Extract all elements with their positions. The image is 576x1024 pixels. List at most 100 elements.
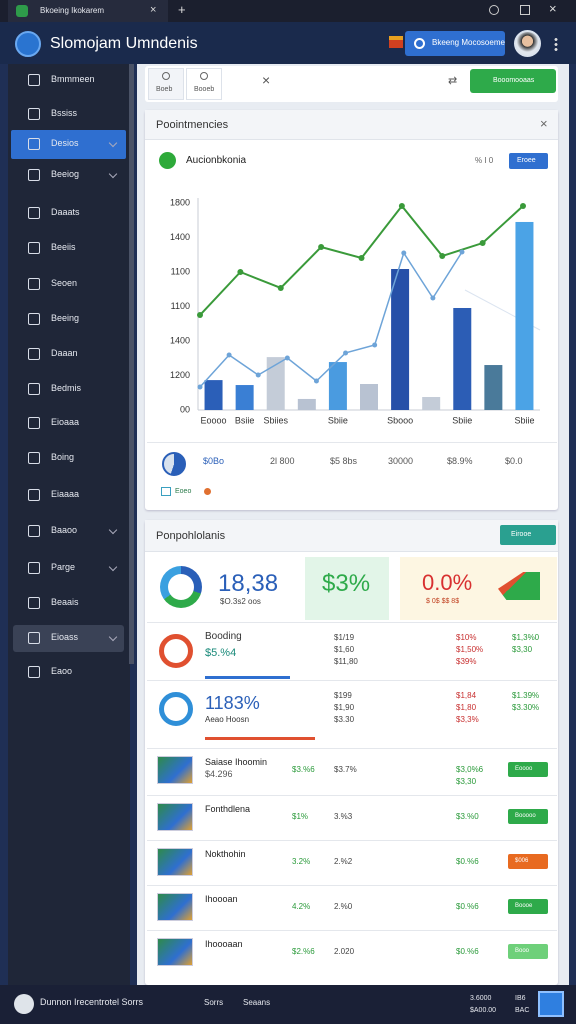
row-cell: $11,80	[334, 657, 358, 666]
tab	[8, 0, 168, 22]
footer-value: IB6	[515, 995, 526, 1002]
row-cell: $199	[334, 691, 352, 700]
toolbar-share[interactable]: ⇄	[448, 75, 458, 87]
close-tab[interactable]: ×	[150, 4, 157, 16]
card-sub: $ 0$ $$ 8$	[426, 598, 460, 605]
footer-value: BAC	[515, 1007, 530, 1014]
chart-card-icon	[159, 152, 176, 169]
toolbar-tab[interactable]	[186, 68, 222, 100]
sidebar-icon	[28, 74, 40, 86]
panel-title: Ponpohlolanis	[156, 530, 226, 542]
row-badge[interactable]	[508, 899, 548, 914]
sidebar-icon	[28, 169, 40, 181]
row-sub: $5.%4	[205, 647, 237, 659]
row-donut	[159, 634, 193, 668]
sidebar-item[interactable]: Boing	[51, 452, 75, 462]
footer-value: 3.6000	[470, 995, 492, 1002]
sidebar-item[interactable]: Bedmis	[51, 383, 82, 393]
row-cell: $10%	[456, 633, 477, 642]
card-sub: $O.3s2 oos	[220, 597, 261, 606]
row-name: Saiase Ihoomin	[205, 757, 268, 767]
sidebar-item[interactable]: Bmmmeen	[51, 74, 95, 84]
sidebar-item[interactable]: Baaoo	[51, 525, 78, 535]
sidebar-item[interactable]: Seoen	[51, 278, 78, 288]
row-badge[interactable]	[508, 944, 548, 959]
toolbar-button[interactable]	[470, 69, 556, 93]
toolbar-tab-icon	[200, 72, 208, 80]
stat-value: $0Bo	[203, 456, 225, 466]
sidebar-item[interactable]: Eiaaaa	[51, 489, 80, 499]
row-progress	[205, 676, 290, 679]
row-cell: $0.%6	[456, 947, 479, 956]
sidebar-item[interactable]: Eioaaa	[51, 417, 80, 427]
sidebar-item[interactable]: Beeing	[51, 313, 80, 323]
window-max[interactable]	[520, 5, 530, 15]
sidebar-item[interactable]: Parge	[51, 562, 76, 572]
row-thumb	[157, 848, 193, 876]
row-cell: $3.%6	[292, 765, 315, 774]
header-button-icon	[414, 38, 425, 49]
sidebar-icon	[28, 632, 40, 644]
footer-button[interactable]	[538, 991, 564, 1017]
window-close[interactable]: ×	[549, 1, 557, 16]
avatar[interactable]	[514, 30, 541, 57]
row-cell: $3.30%	[512, 703, 540, 712]
sidebar-icon	[28, 278, 40, 290]
window-min[interactable]	[489, 5, 499, 15]
sidebar-item[interactable]: Daaats	[51, 207, 80, 217]
panel	[145, 110, 558, 510]
sidebar-item[interactable]: Eioass	[51, 632, 79, 642]
row-cell: $3.30	[334, 715, 355, 724]
menu-dots[interactable]	[554, 37, 558, 51]
row-cell: $39%	[456, 657, 477, 666]
sidebar-item[interactable]: Bssiss	[51, 108, 78, 118]
panel-button[interactable]	[500, 525, 556, 545]
sidebar-item[interactable]: Desios	[51, 138, 79, 148]
stat-value: $8.9%	[447, 456, 473, 466]
row-cell: $0.%6	[456, 857, 479, 866]
panel-header	[145, 520, 558, 552]
toolbar-tab-label: Boeb	[156, 86, 173, 93]
row-name: Ihoooaan	[205, 939, 243, 949]
stat-value: $5 8bs	[330, 456, 358, 466]
card-green	[305, 557, 389, 620]
tab-title: Bkoeing Ikokarem	[40, 6, 105, 15]
tab-icon	[16, 5, 28, 17]
chart-button-label: Eroee	[517, 157, 536, 164]
row-thumb	[157, 938, 193, 966]
sidebar-icon	[28, 313, 40, 325]
row-cell: 2.%0	[334, 902, 353, 911]
row-cell: $3.7%	[334, 765, 357, 774]
sidebar-icon	[28, 207, 40, 219]
row-thumb	[157, 893, 193, 921]
new-tab[interactable]: +	[178, 2, 186, 17]
toolbar-close[interactable]: ×	[262, 72, 271, 88]
header-button-label: Bkeeng Mocosoeme	[432, 38, 505, 47]
row-name: Fonthdlena	[205, 804, 251, 814]
sidebar-item[interactable]: Beeiis	[51, 242, 76, 252]
sidebar-icon	[28, 108, 40, 120]
row-sub: $4.296	[205, 769, 233, 779]
sidebar-icon	[28, 597, 40, 609]
sidebar-icon	[28, 383, 40, 395]
row-badge[interactable]	[508, 854, 548, 869]
sidebar-item[interactable]: Beaais	[51, 597, 79, 607]
chart-button[interactable]	[509, 153, 548, 169]
row-cell: $1,60	[334, 645, 355, 654]
footer-item: Seaans	[243, 998, 271, 1007]
divider	[147, 442, 557, 443]
sidebar-icon	[28, 489, 40, 501]
row-badge[interactable]	[508, 809, 548, 824]
row-divider	[147, 930, 557, 931]
sidebar-item[interactable]: Eaoo	[51, 666, 73, 676]
donut-hole	[168, 574, 194, 600]
panel-close[interactable]: ×	[540, 116, 548, 131]
row-cell: $1.39%	[512, 691, 540, 700]
row-badge[interactable]	[508, 762, 548, 777]
row-cell: $3,0%6	[456, 765, 484, 774]
sidebar-item[interactable]: Beeiog	[51, 169, 80, 179]
footer-text: Dunnon Irecentrotel Sorrs	[40, 997, 144, 1007]
sidebar-item[interactable]: Daaan	[51, 348, 78, 358]
sidebar-icon	[28, 562, 40, 574]
